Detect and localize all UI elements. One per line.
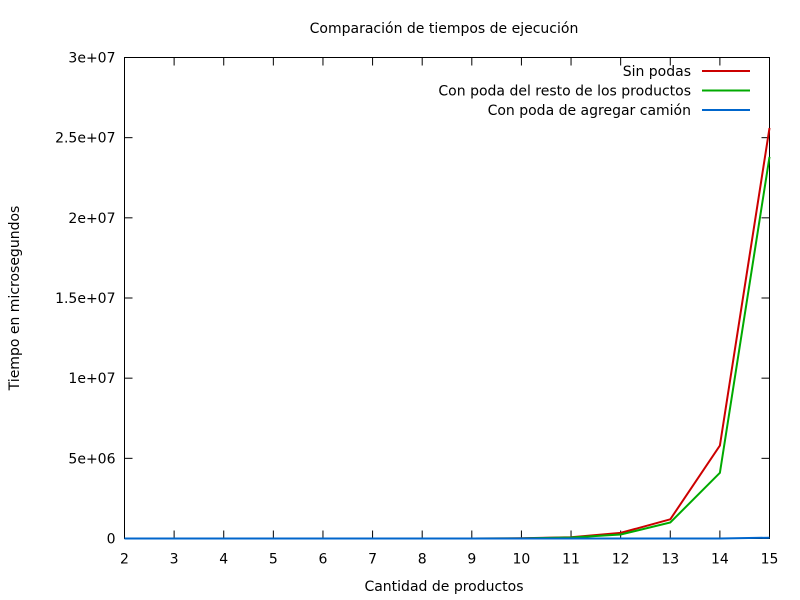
- x-tick-label: 14: [711, 552, 729, 568]
- plot-frame: [124, 57, 770, 539]
- x-tick-label: 7: [368, 552, 377, 568]
- x-tick-label: 6: [319, 552, 328, 568]
- y-tick-label: 5e+06: [68, 451, 115, 467]
- y-axis-label: Tiempo en microsegundos: [7, 206, 23, 392]
- legend-label: Sin podas: [623, 64, 691, 80]
- y-tick-label: 1.5e+07: [55, 291, 115, 307]
- chart-title: Comparación de tiempos de ejecución: [310, 21, 579, 37]
- y-tick-label: 0: [107, 532, 116, 548]
- legend: Sin podas Con poda del resto de los produ…: [438, 64, 750, 119]
- y-tick-label: 1e+07: [68, 371, 115, 387]
- x-tick-label: 10: [513, 552, 531, 568]
- series-lines: [124, 127, 771, 540]
- x-tick-label: 13: [661, 552, 679, 568]
- x-tick-label: 8: [418, 552, 427, 568]
- series-line: [124, 156, 771, 540]
- x-tick-label: 4: [219, 552, 228, 568]
- y-tick-label: 3e+07: [68, 51, 115, 67]
- series-line: [124, 536, 770, 540]
- x-tick-label: 5: [269, 552, 278, 568]
- x-tick-label: 11: [562, 552, 580, 568]
- x-tick-label: 9: [467, 552, 476, 568]
- x-tick-label: 15: [761, 552, 779, 568]
- x-tick-label: 2: [120, 552, 129, 568]
- legend-label: Con poda de agregar camión: [488, 103, 691, 119]
- x-tick-label: 3: [170, 552, 179, 568]
- axis-ticks: 0 5e+06 1e+07 1.5e+07 2e+07 2.5e+07 3e+07 2 3 4 5 6…: [55, 51, 778, 568]
- legend-label: Con poda del resto de los productos: [438, 84, 691, 100]
- x-tick-label: 12: [612, 552, 630, 568]
- series-line: [124, 127, 771, 540]
- x-axis-label: Cantidad de productos: [364, 579, 523, 595]
- y-tick-label: 2e+07: [68, 211, 115, 227]
- y-tick-label: 2.5e+07: [55, 131, 115, 147]
